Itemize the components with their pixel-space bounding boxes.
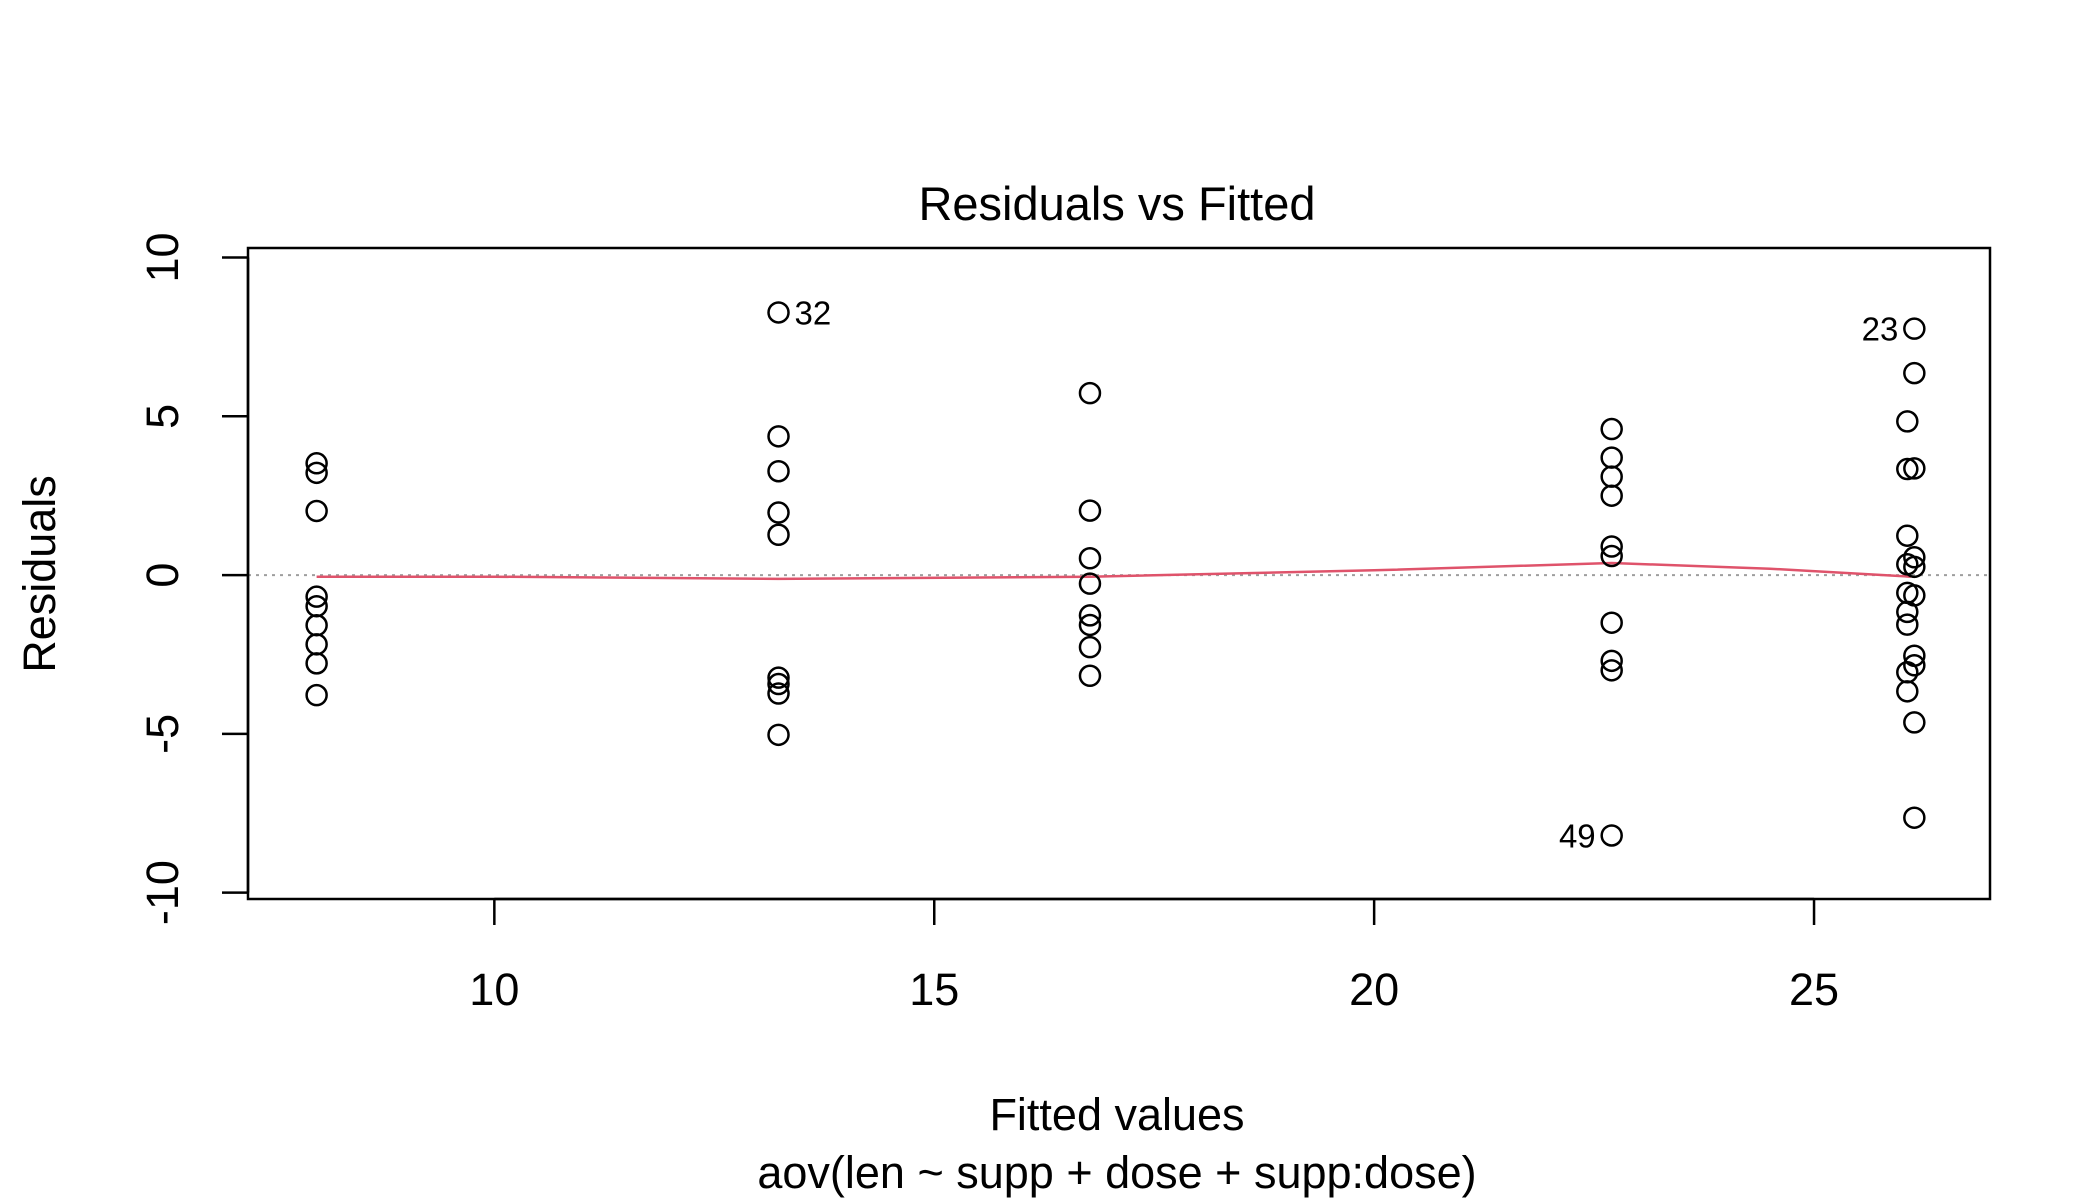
data-point [305, 461, 328, 485]
data-point [767, 682, 790, 705]
points-layer [305, 301, 1926, 847]
point-label: 32 [795, 294, 832, 331]
data-point [1903, 317, 1926, 340]
x-tick-label: 15 [909, 964, 959, 1015]
x-tick-label: 20 [1349, 964, 1399, 1015]
data-point [305, 585, 328, 608]
point-labels-layer: 32 23 49 [795, 294, 1899, 854]
data-point [1600, 446, 1623, 469]
data-point [767, 459, 790, 483]
x-tick-label: 25 [1789, 964, 1839, 1015]
data-point [1896, 680, 1919, 703]
data-point [305, 452, 328, 475]
data-point [767, 723, 790, 747]
y-tick-label: -10 [137, 860, 188, 925]
data-point [767, 501, 790, 524]
data-point [1078, 547, 1102, 570]
data-point [1896, 613, 1919, 636]
data-point [1600, 611, 1623, 634]
data-point [1078, 664, 1102, 688]
data-point [1600, 649, 1623, 673]
data-point [767, 523, 790, 547]
model-caption: aov(len ~ supp + dose + supp:dose) [757, 1147, 1476, 1198]
data-point [305, 499, 328, 523]
data-point [305, 614, 328, 637]
data-point [1903, 711, 1926, 734]
data-point [1078, 381, 1102, 405]
y-tick-label: 10 [137, 232, 188, 282]
y-axis: -10 -5 0 5 10 [137, 232, 250, 925]
data-point [1078, 604, 1102, 627]
data-point [1903, 457, 1926, 480]
y-tick-label: 0 [137, 563, 188, 588]
data-point [1903, 361, 1926, 385]
data-point [1078, 572, 1102, 595]
data-point [1896, 600, 1919, 624]
x-axis-label: Fitted values [989, 1089, 1244, 1140]
point-label: 49 [1559, 817, 1596, 854]
data-point [305, 652, 328, 675]
data-point [1896, 457, 1919, 481]
data-point [1903, 555, 1926, 579]
data-point [1600, 659, 1623, 682]
data-point [1600, 544, 1623, 568]
data-point [767, 672, 790, 696]
data-point [1903, 546, 1926, 569]
smooth-line-layer [316, 561, 1911, 581]
chart-title: Residuals vs Fitted [918, 177, 1315, 230]
plot-frame [246, 246, 1992, 901]
data-point [1896, 524, 1919, 547]
data-point [1078, 613, 1102, 637]
data-point [305, 683, 328, 707]
data-point [1903, 654, 1926, 677]
y-tick-label: -5 [137, 714, 188, 754]
data-point [305, 633, 328, 656]
data-point [767, 425, 790, 448]
data-point [1600, 484, 1623, 507]
x-tick-label: 10 [469, 964, 519, 1015]
data-point [1600, 824, 1623, 847]
data-point [1896, 410, 1919, 433]
data-point [1078, 635, 1102, 659]
x-axis: 10 15 20 25 [469, 897, 1839, 1015]
data-point [1600, 535, 1623, 558]
data-point [767, 301, 790, 324]
data-point [1078, 499, 1102, 522]
data-point [1600, 417, 1623, 441]
y-axis-label: Residuals [14, 475, 65, 673]
data-point [767, 666, 790, 689]
data-point [1903, 806, 1926, 829]
smooth-line [316, 561, 1911, 581]
data-point [1600, 465, 1623, 488]
y-tick-label: 5 [137, 404, 188, 429]
point-label: 23 [1862, 311, 1899, 348]
